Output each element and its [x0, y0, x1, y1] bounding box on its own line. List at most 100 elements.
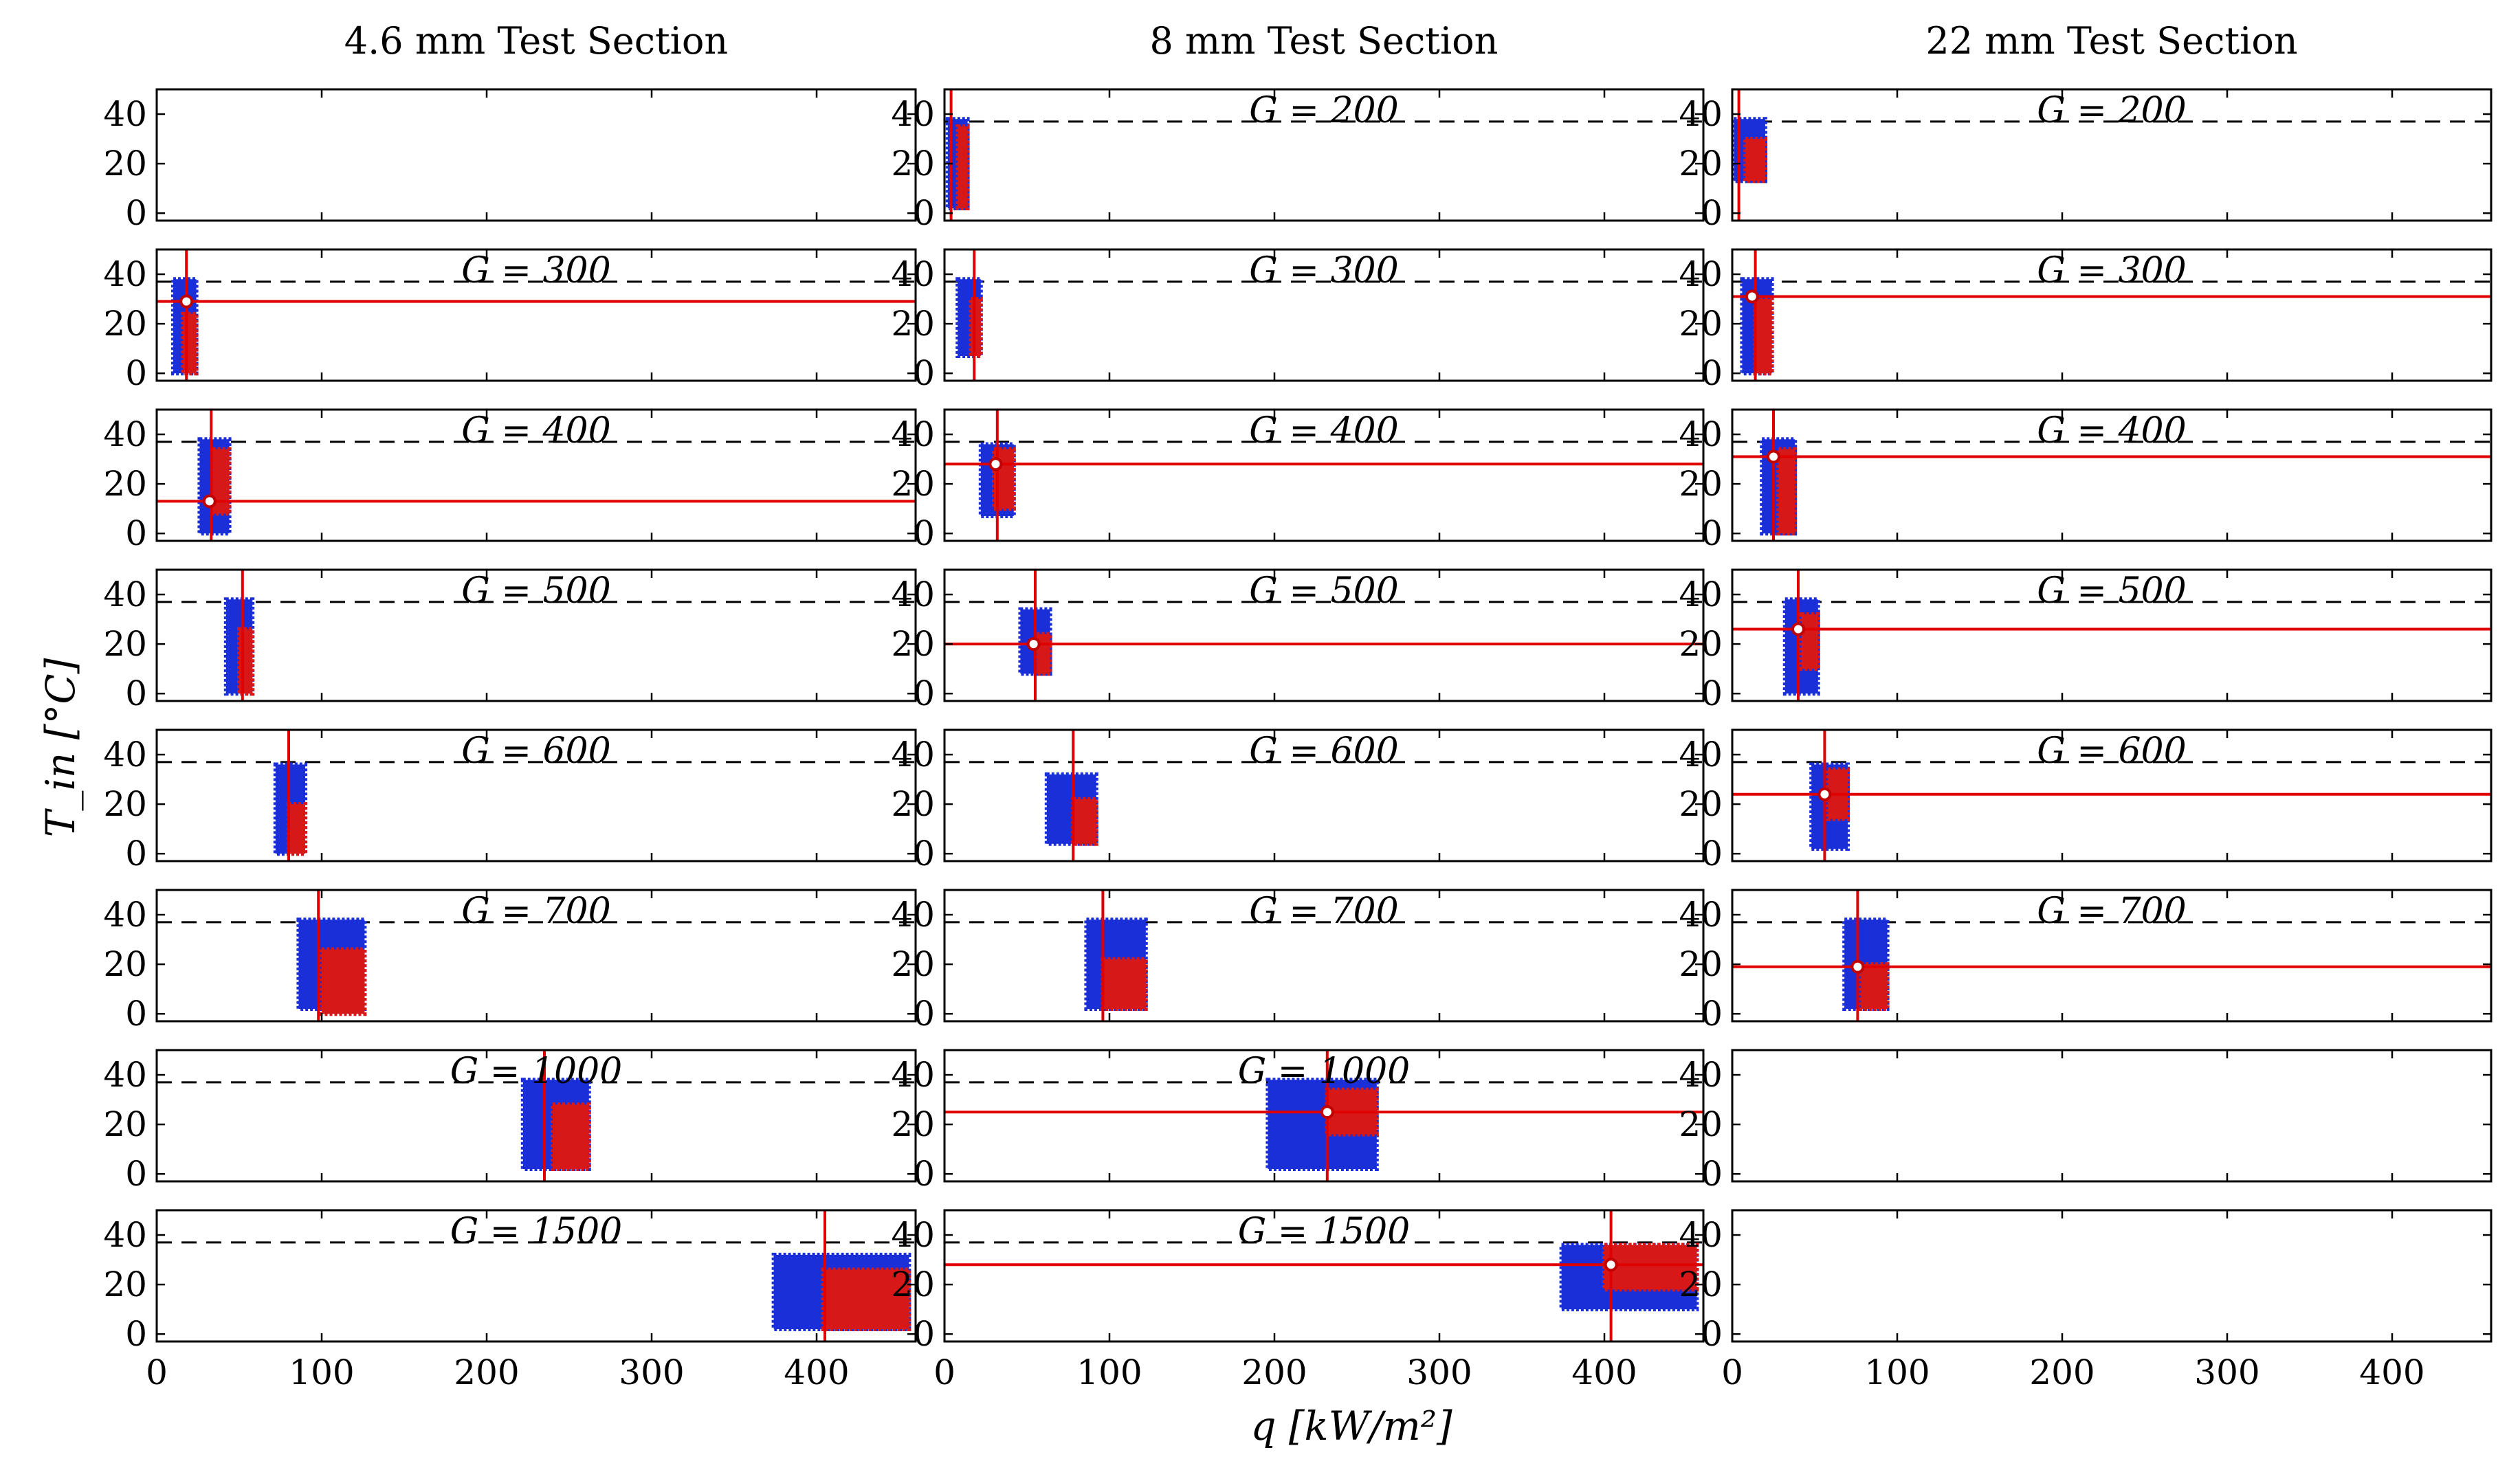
panel-frame	[943, 568, 1705, 702]
panel-frame	[943, 408, 1705, 542]
panel-plot-area	[944, 890, 1703, 1021]
region-red	[1743, 137, 1767, 183]
region-red	[969, 297, 983, 358]
g-label: G = 500	[2037, 570, 2186, 612]
panel-plot-area	[157, 1210, 916, 1341]
y-tick-label: 0	[1701, 1154, 1723, 1194]
y-tick-label: 40	[1679, 735, 1723, 775]
region-red	[320, 947, 367, 1016]
panel-frame	[943, 889, 1705, 1023]
y-tick-label: 40	[103, 254, 147, 294]
operating-point-marker	[1791, 622, 1805, 636]
x-tick-label: 300	[1406, 1352, 1472, 1392]
y-tick-label: 0	[125, 994, 147, 1034]
y-tick-label: 20	[1679, 304, 1723, 344]
y-tick-label: 0	[1701, 353, 1723, 393]
panel-frame	[943, 248, 1705, 382]
y-tick-label: 20	[891, 1104, 935, 1144]
g-label: G = 400	[461, 410, 610, 452]
panel-frame	[943, 728, 1705, 862]
region-red	[1776, 447, 1798, 536]
x-tick-label: 400	[1571, 1352, 1637, 1392]
y-tick-label: 20	[103, 464, 147, 504]
g-label: G = 200	[2037, 90, 2186, 131]
x-tick-label: 100	[1864, 1352, 1930, 1392]
y-tick-label: 0	[913, 1154, 935, 1194]
operating-point-marker	[1850, 959, 1865, 974]
y-tick-label: 0	[913, 834, 935, 873]
y-tick-label: 40	[1679, 254, 1723, 294]
panel-plot-area	[944, 410, 1703, 541]
y-tick-label: 0	[913, 193, 935, 233]
panel-plot-area	[1732, 890, 2491, 1021]
y-tick-label: 0	[1701, 834, 1723, 873]
region-red	[551, 1102, 591, 1171]
panel-plot-area	[944, 1210, 1703, 1341]
y-tick-label: 0	[125, 513, 147, 553]
y-tick-label: 20	[103, 304, 147, 344]
panel-frame	[155, 1049, 917, 1183]
panel: G = 1000 0 20 40	[891, 1049, 1705, 1194]
y-tick-label: 20	[1679, 784, 1723, 824]
y-tick-label: 0	[1701, 1314, 1723, 1354]
y-tick-label: 40	[103, 1215, 147, 1255]
panel-plot-area	[157, 890, 916, 1021]
region-red	[1753, 297, 1774, 376]
panel: G = 300 0 20 40	[1679, 248, 2493, 393]
y-tick-label: 0	[125, 673, 147, 713]
g-label: G = 1500	[1238, 1211, 1411, 1252]
y-tick-label: 20	[891, 144, 935, 183]
y-tick-label: 40	[891, 94, 935, 134]
operating-point-marker	[1026, 637, 1041, 652]
panel: G = 700 0 20 40	[891, 889, 1705, 1034]
region-red	[287, 802, 307, 856]
y-tick-label: 20	[103, 624, 147, 664]
panel: G = 200 0 20 40	[891, 88, 1705, 233]
y-tick-label: 20	[891, 624, 935, 664]
region-red	[1071, 797, 1098, 846]
panel-frame	[1731, 1049, 2493, 1183]
y-tick-label: 20	[1679, 144, 1723, 183]
column-titles: 4.6 mm Test Section 8 mm Test Section 22 m…	[344, 19, 2298, 63]
panel: G = 600 0 20 40	[891, 728, 1705, 873]
panel: G = 600 0 20 40	[1679, 728, 2493, 873]
panel: G = 700 0 20 40	[103, 889, 917, 1034]
y-tick-label: 20	[891, 464, 935, 504]
y-tick-label: 20	[891, 1265, 935, 1304]
y-tick-label: 40	[1679, 1055, 1723, 1095]
g-label: G = 600	[461, 731, 610, 772]
y-tick-label: 0	[125, 353, 147, 393]
panel-plot-area	[944, 249, 1703, 381]
panel: G = 300 0 20 40	[103, 248, 917, 393]
x-tick-label: 200	[1241, 1352, 1307, 1392]
panel-plot-area	[157, 249, 916, 381]
x-tick-label: 100	[289, 1352, 354, 1392]
y-tick-label: 0	[1701, 994, 1723, 1034]
panel-frame	[155, 728, 917, 862]
panel-plot-area	[157, 730, 916, 861]
y-tick-label: 0	[1701, 193, 1723, 233]
panel: 0 20 40	[1679, 1049, 2493, 1194]
y-tick-label: 0	[913, 1314, 935, 1354]
operating-point-marker	[1604, 1258, 1618, 1272]
y-tick-label: 20	[103, 144, 147, 183]
g-label: G = 600	[2037, 731, 2186, 772]
g-label: G = 200	[1249, 90, 1398, 131]
operating-point-marker	[1767, 449, 1780, 464]
y-tick-label: 40	[891, 735, 935, 775]
y-tick-label: 20	[1679, 1265, 1723, 1304]
x-tick-label: 100	[1076, 1352, 1142, 1392]
panel-frame	[943, 88, 1705, 222]
panel-plot-area	[1732, 730, 2491, 861]
panel-frame	[1731, 889, 2493, 1023]
panel-frame	[1731, 408, 2493, 542]
region-red	[955, 124, 970, 210]
panel: G = 200 0 20 40	[1679, 88, 2493, 233]
y-tick-label: 0	[913, 513, 935, 553]
y-tick-label: 20	[1679, 624, 1723, 664]
y-tick-label: 40	[103, 575, 147, 614]
region-red	[1859, 962, 1890, 1011]
g-label: G = 300	[461, 250, 610, 291]
y-tick-label: 20	[891, 784, 935, 824]
